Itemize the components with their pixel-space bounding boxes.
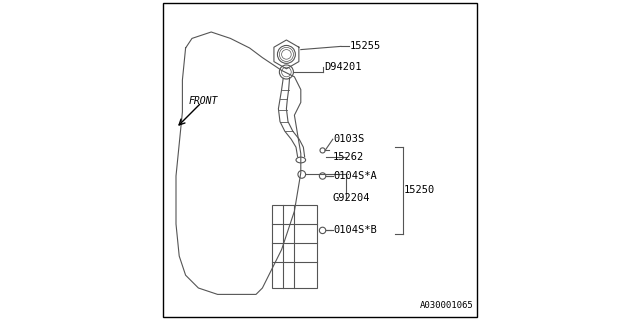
Text: FRONT: FRONT: [189, 96, 218, 106]
Text: 15262: 15262: [333, 152, 364, 162]
Text: 15255: 15255: [349, 41, 381, 52]
Text: D94201: D94201: [324, 62, 362, 72]
Polygon shape: [274, 40, 299, 69]
Text: A030001065: A030001065: [420, 301, 474, 310]
Bar: [272, 205, 317, 288]
Text: 15250: 15250: [404, 185, 435, 196]
Text: G92204: G92204: [333, 193, 371, 204]
Text: 0104S*B: 0104S*B: [334, 225, 378, 236]
Text: 0104S*A: 0104S*A: [334, 171, 378, 181]
Text: 0103S: 0103S: [334, 134, 365, 144]
